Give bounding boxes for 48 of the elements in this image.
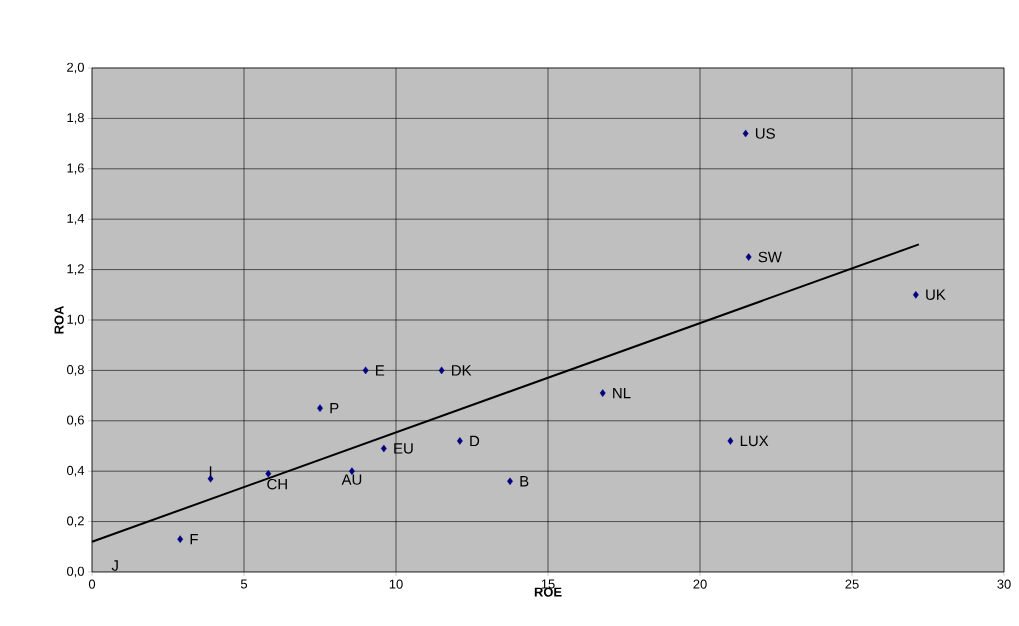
y-tick-label: 1,6 xyxy=(67,163,84,175)
annotation: EU xyxy=(394,443,413,454)
point xyxy=(742,129,749,138)
point xyxy=(727,437,734,445)
x-tick-label: 5 xyxy=(240,579,248,589)
y-tick-label: 0,0 xyxy=(66,566,84,578)
x-tick-label: 15 xyxy=(541,579,555,589)
point xyxy=(745,253,752,261)
annotation: CH xyxy=(267,478,287,490)
annotation: NL xyxy=(613,387,631,399)
x-tick-label: 30 xyxy=(997,579,1011,589)
y-tick-label: 1,2 xyxy=(67,264,84,275)
y-tick-label: 1,4 xyxy=(67,213,85,225)
x-tick-label: 25 xyxy=(845,579,859,589)
annotation: LUX xyxy=(740,435,769,447)
annotation: UK xyxy=(926,289,946,300)
annotation: AU xyxy=(341,474,362,485)
y-tick-label: 0,4 xyxy=(66,465,85,477)
y-tick-label: 0,2 xyxy=(66,516,84,527)
point xyxy=(912,290,919,299)
x-tick-label: 10 xyxy=(389,579,403,589)
y-tick-label: 0,8 xyxy=(66,365,84,376)
point xyxy=(599,389,606,397)
annotation: SW xyxy=(758,251,782,263)
x-tick-label: 0 xyxy=(88,579,96,589)
point xyxy=(380,444,387,453)
point xyxy=(362,366,369,375)
x-tick-label: 20 xyxy=(693,579,707,589)
annotation: E xyxy=(376,365,385,376)
y-tick-label: 2,0 xyxy=(67,62,84,74)
annotation: B xyxy=(520,476,529,487)
annotation: D xyxy=(470,435,480,447)
y-tick-label: 1,8 xyxy=(67,113,84,124)
point xyxy=(177,535,184,544)
y-tick-label: 1,0 xyxy=(67,314,84,326)
annotation: J xyxy=(111,560,118,571)
y-axis-title: ROA xyxy=(54,305,64,334)
point xyxy=(265,469,272,478)
annotation: P xyxy=(330,403,339,414)
point xyxy=(456,437,463,445)
annotation: F xyxy=(190,534,198,545)
annotation: DK xyxy=(452,365,472,376)
point xyxy=(317,404,323,412)
x-axis-title: ROE xyxy=(534,587,562,597)
y-tick-label: 0,6 xyxy=(66,415,84,427)
annotation: US xyxy=(755,128,775,139)
point xyxy=(207,474,214,483)
point xyxy=(438,366,445,375)
